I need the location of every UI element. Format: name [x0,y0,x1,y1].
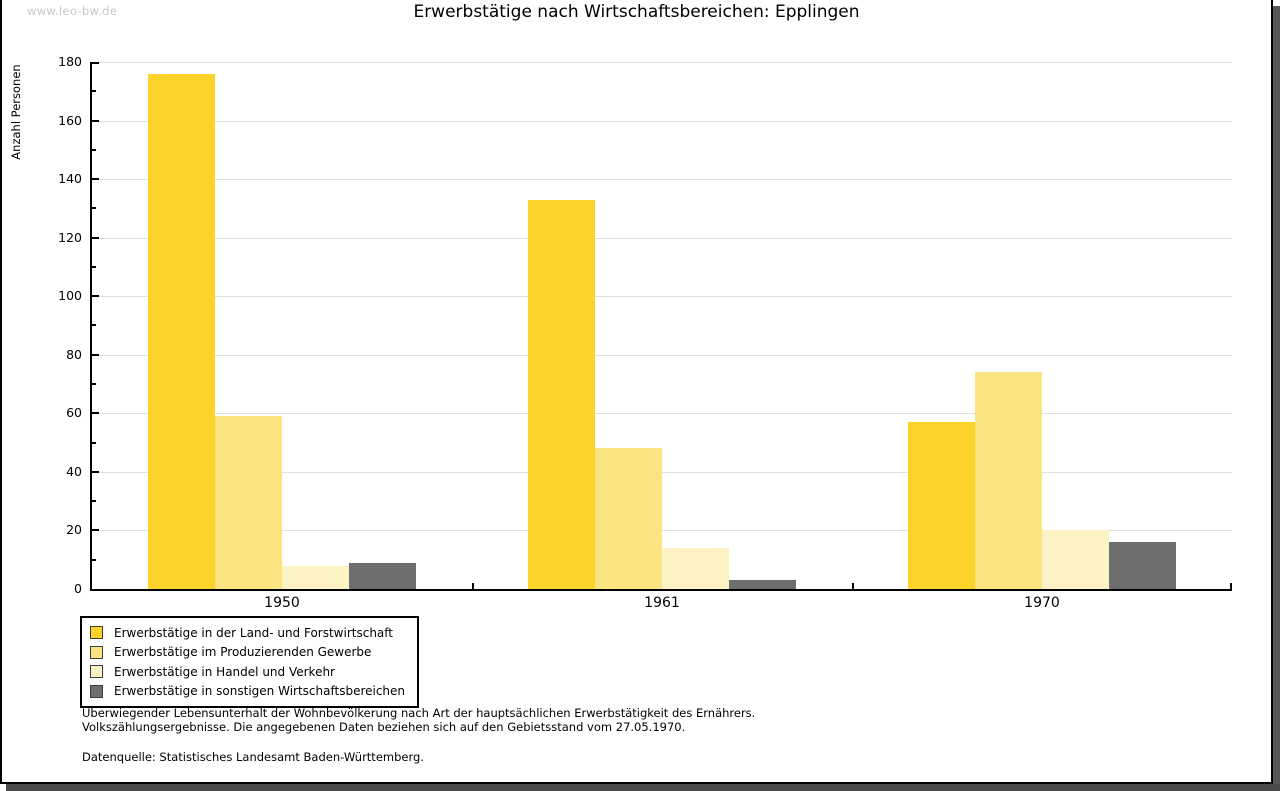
footnote: Überwiegender Lebensunterhalt der Wohnbe… [82,706,756,734]
y-tick-label: 80 [66,347,82,362]
legend-item: Erwerbstätige im Produzierenden Gewerbe [90,643,405,663]
bar [148,74,215,589]
y-tick-label: 180 [58,54,82,69]
bar [215,416,282,589]
bar [349,563,416,589]
y-axis-major-tick [92,237,99,239]
legend-item: Erwerbstätige in der Land- und Forstwirt… [90,623,405,643]
legend-swatch [90,665,103,679]
y-axis-minor-tick [92,559,96,561]
y-axis-major-tick [92,412,99,414]
bar [662,548,729,589]
legend-label: Erwerbstätige in der Land- und Forstwirt… [114,625,393,640]
gridline [92,296,1232,297]
legend-label: Erwerbstätige in Handel und Verkehr [114,664,335,679]
y-axis-minor-tick [92,90,96,92]
bar [595,448,662,589]
y-axis-minor-tick [92,266,96,268]
y-tick-label: 140 [58,171,82,186]
legend: Erwerbstätige in der Land- und Forstwirt… [80,616,420,708]
bar [282,566,349,589]
y-axis-minor-tick [92,324,96,326]
y-axis-minor-tick [92,149,96,151]
gridline [92,238,1232,239]
y-tick-label: 160 [58,113,82,128]
y-tick-label: 100 [58,288,82,303]
x-axis-tick [1230,583,1232,589]
legend-swatch [90,626,103,640]
y-axis-minor-tick [92,442,96,444]
y-axis-major-tick [92,62,99,64]
legend-item: Erwerbstätige in sonstigen Wirtschaftsbe… [90,682,405,702]
footnote-line-1: Überwiegender Lebensunterhalt der Wohnbe… [82,706,756,720]
gridline [92,472,1232,473]
y-axis-major-tick [92,354,99,356]
gridline [92,413,1232,414]
x-axis-tick [472,583,474,589]
y-axis-major-tick [92,120,99,122]
chart-title: Erwerbstätige nach Wirtschaftsbereichen:… [413,2,860,22]
y-axis-minor-tick [92,383,96,385]
x-tick-label: 1950 [264,595,300,611]
legend-label: Erwerbstätige in sonstigen Wirtschaftsbe… [114,684,406,699]
watermark: www.leo-bw.de [27,4,118,18]
y-axis-major-tick [92,471,99,473]
bar [528,200,595,589]
y-axis-major-tick [92,529,99,531]
legend-item: Erwerbstätige in Handel und Verkehr [90,662,405,682]
gridline [92,355,1232,356]
footnote-line-2: Volkszählungsergebnisse. Die angegebenen… [82,719,686,734]
bar [729,580,796,589]
y-axis-major-tick [92,295,99,297]
window-shadow-right [1273,6,1280,791]
y-tick-label: 20 [66,522,82,537]
x-tick-label: 1961 [644,595,680,611]
y-tick-label: 60 [66,405,82,420]
bar [1109,542,1176,589]
legend-swatch [90,684,103,698]
y-axis-major-tick [92,178,99,180]
gridline [92,62,1232,63]
gridline [92,179,1232,180]
bar [908,422,975,589]
y-axis-minor-tick [92,207,96,209]
gridline [92,530,1232,531]
legend-label: Erwerbstätige im Produzierenden Gewerbe [114,645,372,660]
window-shadow-bottom [6,784,1280,791]
gridline [92,121,1232,122]
y-axis-title: Anzahl Personen [9,64,23,160]
y-axis-minor-tick [92,500,96,502]
x-axis-tick [852,583,854,589]
footnote-source: Datenquelle: Statistisches Landesamt Bad… [82,750,424,764]
legend-swatch [90,645,103,659]
y-tick-label: 120 [58,230,82,245]
y-tick-label: 40 [66,464,82,479]
bar [1042,530,1109,589]
x-tick-label: 1970 [1024,595,1060,611]
y-tick-label: 0 [74,581,82,596]
plot-area [90,62,1232,591]
bar [975,372,1042,589]
